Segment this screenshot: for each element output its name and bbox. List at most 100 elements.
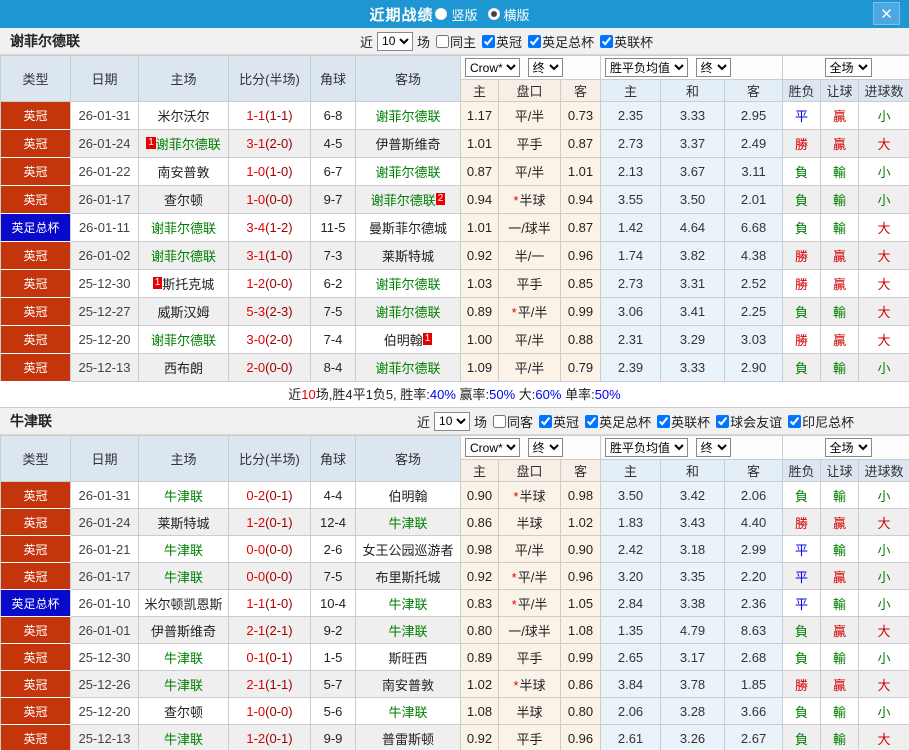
filter-checkbox[interactable]: 英足总杯 bbox=[585, 412, 651, 431]
filter-checkbox[interactable]: 球会友谊 bbox=[716, 412, 782, 431]
filter-checkbox[interactable]: 英联杯 bbox=[600, 32, 653, 51]
mean-away: 4.40 bbox=[724, 508, 784, 536]
result-goals: 小 bbox=[858, 589, 909, 617]
away-team: 谢菲尔德联 bbox=[355, 353, 461, 382]
col-header-score: 比分(半场) bbox=[228, 55, 311, 102]
home-team: 米尔沃尔 bbox=[138, 101, 229, 130]
mean-draw: 3.17 bbox=[660, 643, 726, 671]
match-type-badge: 英冠 bbox=[0, 269, 71, 298]
result-outcome: 勝 bbox=[782, 325, 822, 354]
scope-select[interactable]: 全场 bbox=[824, 438, 872, 457]
match-type-badge: 英冠 bbox=[0, 157, 71, 186]
result-handicap: 贏 bbox=[820, 670, 860, 698]
horizontal-layout-radio[interactable] bbox=[487, 8, 500, 20]
scope-select[interactable]: 全场 bbox=[824, 58, 872, 77]
filter-checkbox[interactable]: 同客 bbox=[493, 412, 533, 431]
match-date: 26-01-24 bbox=[70, 508, 139, 536]
filter-checkbox[interactable]: 英冠 bbox=[482, 32, 522, 51]
odds-company-select[interactable]: Crow* bbox=[465, 58, 520, 77]
away-team-name: 牛津联 bbox=[388, 596, 428, 612]
vertical-layout-radio[interactable] bbox=[435, 8, 448, 20]
odds-final-select[interactable]: 终 bbox=[527, 438, 563, 457]
match-row: 英冠 26-01-21 牛津联 0-0(0-0) 2-6 女王公园巡游者 0.98 平/半 0.… bbox=[0, 535, 909, 563]
filter-checkbox[interactable]: 英冠 bbox=[539, 412, 579, 431]
result-outcome: 負 bbox=[782, 353, 822, 382]
odds-sub-away: 客 bbox=[559, 79, 602, 102]
home-team: 牛津联 bbox=[138, 724, 229, 750]
res-sub-goals: 进球数 bbox=[858, 459, 909, 482]
home-team-name: 谢菲尔德联 bbox=[150, 249, 216, 264]
mean-final-select[interactable]: 终 bbox=[695, 58, 731, 77]
filter-checkbox[interactable]: 同主 bbox=[436, 32, 476, 51]
result-handicap: 贏 bbox=[820, 269, 860, 298]
match-row: 英冠 26-01-24 莱斯特城 1-2(0-1) 12-4 牛津联 0.86 半球 1.02 1… bbox=[0, 508, 909, 536]
fulltime-score: 3-1 bbox=[246, 136, 266, 151]
corners-score: 9-7 bbox=[310, 185, 356, 214]
away-team-name: 谢菲尔德联 bbox=[375, 109, 441, 124]
away-team-name: 伯明翰 bbox=[383, 333, 423, 348]
filter-checkbox-input[interactable] bbox=[482, 34, 496, 48]
match-type-badge: 英冠 bbox=[0, 643, 71, 671]
recent-count-select[interactable]: 10 bbox=[377, 31, 414, 51]
handicap-star: * bbox=[513, 677, 519, 693]
filter-checkbox-input[interactable] bbox=[600, 34, 614, 48]
handicap: 平手 bbox=[498, 724, 561, 750]
odds-away: 1.01 bbox=[559, 157, 602, 186]
match-type-badge: 英冠 bbox=[0, 616, 71, 644]
mean-type-select[interactable]: 胜平负均值 bbox=[605, 58, 689, 77]
filter-checkbox-input[interactable] bbox=[539, 414, 553, 428]
mean-type-select[interactable]: 胜平负均值 bbox=[605, 438, 689, 457]
home-team-name: 西布朗 bbox=[163, 361, 203, 376]
match-score: 3-1(2-0) bbox=[228, 129, 311, 158]
mean-sub-home: 主 bbox=[600, 459, 662, 482]
match-date: 26-01-01 bbox=[70, 616, 139, 644]
home-team-name: 查尔顿 bbox=[163, 704, 203, 720]
away-team-name: 布里斯托城 bbox=[375, 569, 441, 585]
result-handicap: 輸 bbox=[820, 535, 860, 563]
odds-home: 1.02 bbox=[460, 670, 499, 698]
odds-final-select[interactable]: 终 bbox=[527, 58, 563, 77]
summary-segment: 60% bbox=[535, 387, 562, 402]
filter-checkbox[interactable]: 印尼总杯 bbox=[788, 412, 854, 431]
mean-home: 3.20 bbox=[600, 562, 662, 590]
result-handicap: 輸 bbox=[820, 185, 860, 214]
corners-score: 4-5 bbox=[310, 129, 356, 158]
filter-checkbox-input[interactable] bbox=[528, 34, 542, 48]
filter-checkbox-input[interactable] bbox=[657, 414, 671, 428]
close-button[interactable]: ✕ bbox=[873, 2, 900, 25]
filter-checkbox[interactable]: 英联杯 bbox=[657, 412, 710, 431]
summary-line: 近10场,胜4平1负5, 胜率:40% 赢率:50% 大:60% 单率:50% bbox=[0, 382, 909, 408]
filter-checkbox-label: 同主 bbox=[450, 34, 477, 50]
scope-select-group: 全场 bbox=[782, 435, 909, 460]
filter-checkbox[interactable]: 英足总杯 bbox=[528, 32, 594, 51]
away-team-name: 牛津联 bbox=[388, 515, 428, 531]
match-row: 英冠 25-12-13 牛津联 1-2(0-1) 9-9 普雷斯顿 0.92 平手 0.96 2.… bbox=[0, 724, 909, 750]
filter-checkbox-label: 印尼总杯 bbox=[802, 414, 855, 430]
match-score: 2-1(1-1) bbox=[228, 670, 311, 698]
handicap: 一/球半 bbox=[498, 213, 561, 242]
recent-count-select[interactable]: 10 bbox=[434, 411, 471, 431]
home-team-name: 米尔顿凯恩斯 bbox=[144, 596, 223, 612]
recent-label: 近 bbox=[417, 414, 431, 430]
result-outcome: 負 bbox=[782, 213, 822, 242]
filter-checkbox-input[interactable] bbox=[788, 414, 802, 428]
home-team-name: 威斯汉姆 bbox=[157, 305, 210, 320]
col-header-score: 比分(半场) bbox=[228, 435, 311, 482]
home-team: 威斯汉姆 bbox=[138, 297, 229, 326]
match-date: 26-01-31 bbox=[70, 481, 139, 509]
away-team: 谢菲尔德联 2 bbox=[355, 185, 461, 214]
odds-company-select[interactable]: Crow* bbox=[465, 438, 520, 457]
away-team-name: 普雷斯顿 bbox=[381, 731, 434, 747]
odds-away: 0.96 bbox=[559, 241, 602, 270]
filter-checkbox-input[interactable] bbox=[585, 414, 599, 428]
mean-final-select[interactable]: 终 bbox=[695, 438, 731, 457]
match-score: 1-0(1-0) bbox=[228, 157, 311, 186]
result-handicap: 贏 bbox=[820, 325, 860, 354]
result-handicap: 贏 bbox=[820, 101, 860, 130]
results-table-sheffield: 类型 日期 主场 比分(半场) 角球 客场 Crow* 终 胜平负均值 终 全场… bbox=[0, 55, 909, 382]
halftime-score: (1-1) bbox=[265, 108, 293, 123]
odds-away: 1.08 bbox=[559, 616, 602, 644]
filter-checkbox-input[interactable] bbox=[493, 414, 507, 428]
filter-checkbox-input[interactable] bbox=[716, 414, 730, 428]
filter-checkbox-input[interactable] bbox=[436, 34, 450, 48]
